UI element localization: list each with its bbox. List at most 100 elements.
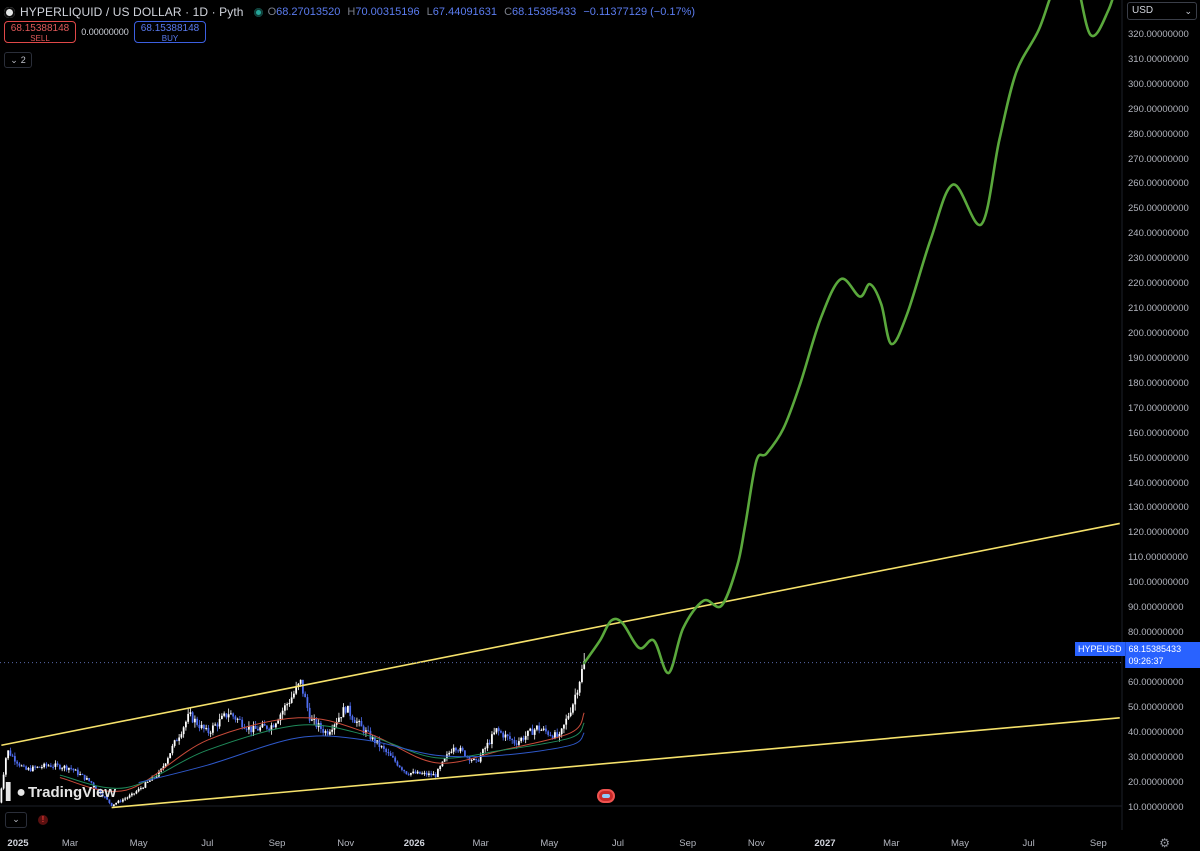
logo-text: TradingView	[27, 783, 117, 801]
trendlines[interactable]	[1, 522, 1120, 809]
candle-body	[144, 782, 147, 788]
candle-body	[261, 724, 264, 728]
candle-body	[245, 728, 248, 730]
candle-body	[191, 712, 194, 723]
currency-select[interactable]: USD ⌄	[1127, 2, 1197, 20]
candle-body	[135, 791, 138, 794]
candle-body	[45, 763, 48, 766]
candle-body	[353, 719, 356, 723]
candle-body	[502, 732, 505, 738]
candle-body	[288, 702, 291, 705]
candle-body	[473, 758, 475, 761]
buy-button[interactable]: 68.15388148 BUY	[134, 21, 206, 43]
candle-body	[349, 705, 352, 717]
candle-body	[450, 751, 453, 753]
candle-body	[378, 740, 381, 748]
candle-body	[232, 713, 235, 717]
candle-body	[477, 760, 480, 762]
projection-drawing[interactable]	[582, 0, 1119, 675]
candle-body	[479, 754, 482, 762]
symbol-header[interactable]: HYPERLIQUID / US DOLLAR · 1D · Pyth O68.…	[4, 4, 695, 20]
last-price-box: 68.15385433 09:26:37	[1124, 642, 1200, 668]
candle-body	[88, 778, 91, 782]
candle-body	[142, 787, 145, 789]
candle-body	[11, 755, 14, 757]
time-axis-label: 2026	[403, 838, 425, 849]
candle-body	[281, 710, 284, 715]
candle-body	[520, 737, 523, 742]
candle-body	[72, 768, 75, 771]
candle-body	[52, 766, 55, 768]
candle-body	[306, 697, 309, 708]
candle-body	[223, 713, 226, 716]
candle-body	[527, 730, 529, 736]
price-axis-label: 30.00000000	[1128, 751, 1184, 763]
candle-body	[549, 734, 552, 736]
candle-body	[324, 731, 327, 733]
economic-event-flag-icon[interactable]	[597, 789, 615, 803]
gear-icon[interactable]: ⚙	[1159, 836, 1170, 850]
candle-body	[259, 727, 262, 731]
candle-body	[369, 730, 372, 740]
candle-body	[536, 725, 538, 730]
candle-body	[67, 767, 70, 770]
candle-body	[85, 778, 88, 780]
price-axis-label: 280.00000000	[1128, 128, 1189, 140]
timeframe-collapse-button[interactable]: ⌄	[5, 812, 27, 828]
price-axis-label: 220.00000000	[1128, 278, 1189, 290]
candle-body	[329, 731, 331, 735]
candle-body	[211, 725, 214, 733]
candle-body	[225, 713, 228, 718]
candle-body	[293, 693, 295, 698]
candle-body	[27, 768, 30, 770]
alert-icon[interactable]: !	[38, 815, 48, 825]
high-value: 70.00315196	[355, 6, 420, 18]
time-axis-label: May	[540, 838, 559, 849]
candle-body	[416, 771, 419, 774]
candle-body	[43, 763, 46, 768]
price-axis-label: 290.00000000	[1128, 103, 1189, 115]
candle-body	[193, 718, 196, 723]
tradingview-logo[interactable]: ▍● TradingView	[6, 782, 116, 802]
candle-body	[371, 736, 374, 740]
indicators-toggle[interactable]: ⌄ 2	[4, 52, 32, 68]
candle-body	[434, 774, 437, 777]
candle-body	[202, 724, 205, 729]
candle-body	[61, 768, 64, 770]
candle-body	[290, 697, 293, 703]
candle-body	[506, 734, 509, 737]
price-axis-label: 320.00000000	[1128, 28, 1189, 40]
symbol-title[interactable]: HYPERLIQUID / US DOLLAR · 1D · Pyth	[20, 5, 244, 19]
candle-body	[581, 668, 583, 683]
candle-body	[56, 763, 59, 765]
candle-body	[196, 718, 199, 725]
candle-body	[295, 686, 298, 694]
sell-button[interactable]: 68.15388148 SELL	[4, 21, 76, 43]
candle-body	[518, 741, 520, 745]
time-axis-label: Jul	[201, 838, 214, 849]
price-axis-label: 210.00000000	[1128, 303, 1189, 315]
candle-body	[551, 735, 554, 739]
time-axis-label: Jul	[1022, 838, 1035, 849]
candle-body	[74, 769, 77, 771]
candle-body	[214, 724, 217, 726]
moving-average-line-3	[138, 732, 585, 784]
candle-body	[576, 692, 579, 695]
candle-body	[70, 767, 73, 769]
candle-body	[574, 694, 577, 705]
time-axis-label: Nov	[747, 838, 765, 849]
candle-body	[266, 725, 268, 729]
market-status-icon[interactable]	[253, 7, 263, 17]
price-axis-label: 140.00000000	[1128, 477, 1189, 489]
candle-body	[236, 718, 239, 720]
candle-body	[54, 763, 57, 767]
tradingview-logo-icon: ▍●	[6, 784, 26, 801]
candle-body	[522, 737, 525, 740]
candle-body	[297, 683, 300, 687]
trade-panel: 68.15388148 SELL 0.00000000 68.15388148 …	[4, 21, 206, 43]
candle-body	[216, 724, 219, 727]
candle-body	[538, 725, 541, 731]
candle-body	[182, 727, 185, 735]
candle-body	[272, 725, 275, 728]
